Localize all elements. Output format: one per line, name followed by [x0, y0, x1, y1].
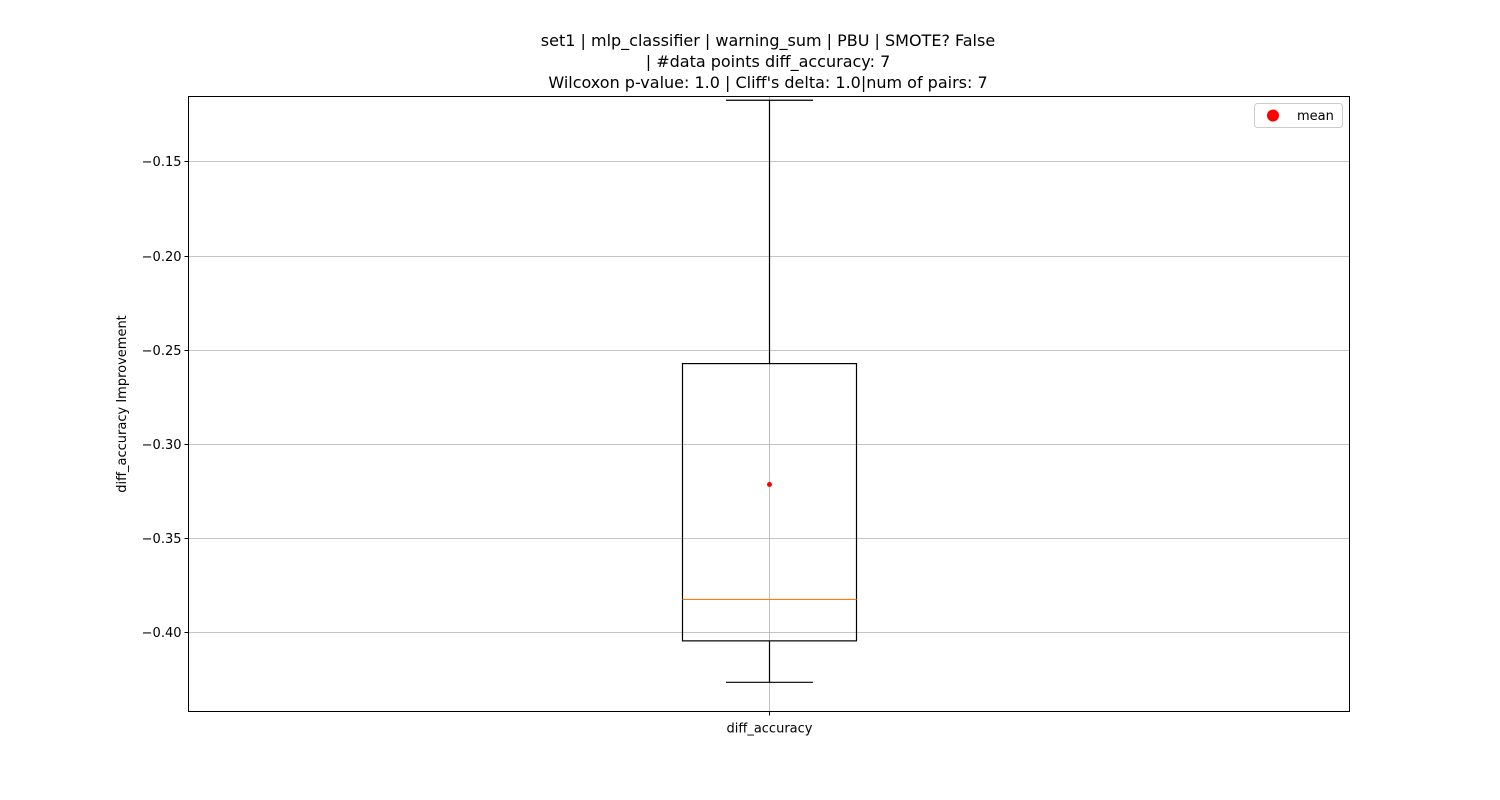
y-tick-label: −0.15 — [142, 155, 182, 170]
y-tick-label: −0.35 — [142, 532, 182, 547]
y-tick-label: −0.30 — [142, 438, 182, 453]
y-tick-label: −0.20 — [142, 250, 182, 265]
title-line-2: | #data points diff_accuracy: 7 — [646, 52, 891, 72]
y-tick-label: −0.40 — [142, 626, 182, 641]
mean-marker — [767, 482, 772, 488]
box-elements — [681, 99, 858, 683]
legend-mean-label: mean — [1297, 109, 1334, 124]
legend: mean — [1254, 103, 1343, 128]
x-tick-label: diff_accuracy — [727, 722, 813, 737]
y-axis-ticks: −0.15 −0.20 −0.25 −0.30 −0.35 −0.40 — [142, 155, 189, 641]
interquartile-box — [681, 362, 858, 642]
legend-mean-marker — [1267, 109, 1279, 122]
title-line-3: Wilcoxon p-value: 1.0 | Cliff's delta: 1… — [548, 73, 987, 92]
legend-frame — [1254, 103, 1343, 128]
chart-title: set1 | mlp_classifier | warning_sum | PB… — [541, 31, 995, 92]
y-axis-label: diff_accuracy Improvement — [115, 315, 130, 493]
x-axis-ticks: diff_accuracy — [727, 711, 813, 737]
y-tick-label: −0.25 — [142, 344, 182, 359]
title-line-1: set1 | mlp_classifier | warning_sum | PB… — [541, 31, 995, 51]
